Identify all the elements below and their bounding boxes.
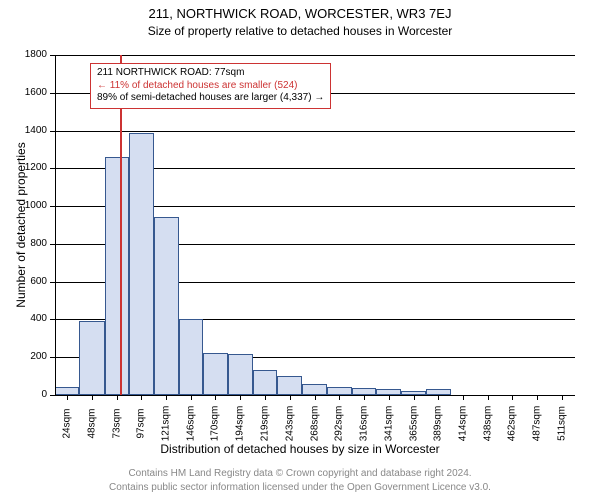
annotation-line: ← 11% of detached houses are smaller (52… xyxy=(97,80,324,93)
histogram-bar xyxy=(302,384,327,395)
y-axis-line xyxy=(55,55,56,395)
x-tick-label: 414sqm xyxy=(458,404,469,444)
x-tick-label: 487sqm xyxy=(532,404,543,444)
x-tick xyxy=(166,395,167,400)
x-tick xyxy=(562,395,563,400)
x-tick-label: 365sqm xyxy=(408,404,419,444)
x-tick xyxy=(141,395,142,400)
x-tick-label: 268sqm xyxy=(310,404,321,444)
x-tick xyxy=(67,395,68,400)
x-tick-label: 73sqm xyxy=(111,404,122,444)
attribution-line-1: Contains HM Land Registry data © Crown c… xyxy=(0,468,600,479)
x-tick xyxy=(265,395,266,400)
x-tick xyxy=(290,395,291,400)
y-tick-label: 1800 xyxy=(15,49,47,60)
histogram-bar xyxy=(129,133,153,395)
x-tick-label: 292sqm xyxy=(334,404,345,444)
x-tick xyxy=(364,395,365,400)
x-tick-label: 438sqm xyxy=(482,404,493,444)
x-tick xyxy=(215,395,216,400)
histogram-bar xyxy=(79,321,104,395)
x-tick xyxy=(414,395,415,400)
annotation-line: 211 NORTHWICK ROAD: 77sqm xyxy=(97,67,324,80)
chart-title: 211, NORTHWICK ROAD, WORCESTER, WR3 7EJ xyxy=(0,6,600,21)
x-tick xyxy=(117,395,118,400)
histogram-bar xyxy=(352,388,376,395)
x-tick xyxy=(438,395,439,400)
x-tick-label: 48sqm xyxy=(86,404,97,444)
histogram-bar xyxy=(203,353,227,395)
x-tick-label: 170sqm xyxy=(210,404,221,444)
x-tick xyxy=(463,395,464,400)
y-tick-label: 0 xyxy=(15,389,47,400)
x-tick-label: 462sqm xyxy=(507,404,518,444)
x-tick xyxy=(537,395,538,400)
x-tick-label: 219sqm xyxy=(260,404,271,444)
y-tick-label: 1600 xyxy=(15,87,47,98)
gridline-y xyxy=(55,55,575,56)
x-tick-label: 389sqm xyxy=(432,404,443,444)
histogram-bar xyxy=(154,217,179,395)
x-tick-label: 146sqm xyxy=(186,404,197,444)
x-tick xyxy=(191,395,192,400)
x-tick-label: 194sqm xyxy=(234,404,245,444)
gridline-y xyxy=(55,131,575,132)
x-tick xyxy=(315,395,316,400)
x-tick-label: 511sqm xyxy=(556,404,567,444)
histogram-bar xyxy=(228,354,253,395)
x-tick xyxy=(92,395,93,400)
x-axis-title: Distribution of detached houses by size … xyxy=(0,442,600,456)
histogram-bar xyxy=(253,370,277,395)
annotation-box: 211 NORTHWICK ROAD: 77sqm← 11% of detach… xyxy=(90,63,331,109)
x-tick-label: 97sqm xyxy=(136,404,147,444)
annotation-line: 89% of semi-detached houses are larger (… xyxy=(97,92,324,105)
x-tick-label: 243sqm xyxy=(284,404,295,444)
chart-subtitle: Size of property relative to detached ho… xyxy=(0,24,600,38)
y-axis-title: Number of detached properties xyxy=(14,125,28,325)
x-tick-label: 316sqm xyxy=(358,404,369,444)
histogram-bar xyxy=(277,376,301,395)
x-tick xyxy=(240,395,241,400)
y-tick-label: 200 xyxy=(15,351,47,362)
x-tick-label: 24sqm xyxy=(62,404,73,444)
attribution-line-2: Contains public sector information licen… xyxy=(0,482,600,493)
histogram-bar xyxy=(55,387,79,395)
histogram-bar xyxy=(179,319,203,395)
x-tick xyxy=(512,395,513,400)
histogram-bar xyxy=(327,387,351,395)
x-tick-label: 341sqm xyxy=(384,404,395,444)
x-tick xyxy=(389,395,390,400)
x-tick-label: 121sqm xyxy=(160,404,171,444)
histogram-bar xyxy=(105,157,129,395)
x-tick xyxy=(339,395,340,400)
x-tick xyxy=(488,395,489,400)
